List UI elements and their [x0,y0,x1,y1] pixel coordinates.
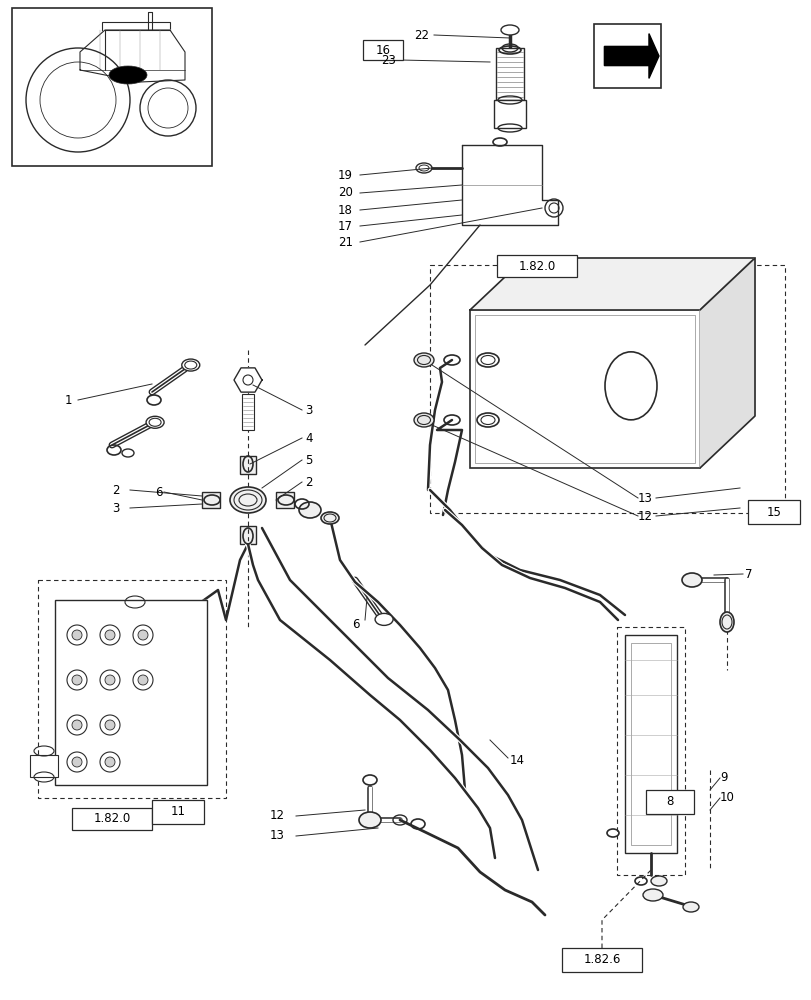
Bar [616,627,684,875]
Bar [561,948,642,972]
Text: 19: 19 [337,169,353,182]
Bar [12,8,212,166]
Bar [470,310,699,468]
Circle shape [105,720,115,730]
Text: 8: 8 [666,795,673,808]
Text: 16: 16 [375,44,390,57]
Text: 10: 10 [719,791,734,804]
Ellipse shape [146,416,164,428]
Polygon shape [470,258,754,310]
Bar [55,600,207,785]
Polygon shape [624,635,676,853]
Text: 17: 17 [337,220,353,232]
Bar [102,22,169,74]
Bar [242,394,254,430]
Polygon shape [234,368,262,392]
Circle shape [138,675,148,685]
Text: 7: 7 [744,568,752,580]
Bar [496,48,523,100]
Ellipse shape [358,812,380,828]
Text: 13: 13 [270,829,285,842]
Bar [363,40,402,60]
Text: 22: 22 [414,29,428,42]
Bar [594,24,660,88]
Bar [112,30,160,65]
Ellipse shape [414,413,433,427]
Text: 1.82.6: 1.82.6 [582,953,620,966]
Ellipse shape [500,25,518,35]
Text: 6: 6 [351,618,359,632]
Text: 9: 9 [719,771,727,784]
Bar [630,643,670,845]
Bar [202,492,220,508]
Circle shape [72,757,82,767]
Text: 1.82.0: 1.82.0 [517,259,555,272]
Bar [240,456,255,474]
Ellipse shape [298,502,320,518]
Bar [493,100,526,128]
Bar [72,808,152,830]
Bar [30,755,58,777]
Text: 15: 15 [766,506,780,518]
Ellipse shape [182,359,200,371]
Text: 6: 6 [155,486,162,498]
Text: 1: 1 [65,393,72,406]
Ellipse shape [650,876,666,886]
Text: 2: 2 [112,484,119,496]
Ellipse shape [682,902,698,912]
Circle shape [105,757,115,767]
Bar [474,315,694,463]
Polygon shape [80,30,185,82]
Text: 20: 20 [337,186,353,200]
Bar [152,800,204,824]
Polygon shape [470,310,699,468]
Text: 12: 12 [637,510,652,522]
Circle shape [105,630,115,640]
Text: 5: 5 [305,454,312,466]
Ellipse shape [681,573,702,587]
Circle shape [72,630,82,640]
Text: 3: 3 [305,403,312,416]
Text: 14: 14 [509,754,525,766]
Circle shape [72,720,82,730]
Bar [747,500,799,524]
Polygon shape [461,145,557,225]
Text: 13: 13 [637,491,652,504]
Circle shape [105,675,115,685]
Ellipse shape [230,487,266,513]
Ellipse shape [320,512,338,524]
Bar [646,790,693,814]
Ellipse shape [642,889,663,901]
Text: 1.82.0: 1.82.0 [93,812,131,825]
Ellipse shape [109,66,147,84]
Ellipse shape [414,353,433,367]
Text: 12: 12 [270,809,285,822]
Text: 11: 11 [170,805,185,818]
Bar [624,635,676,853]
Polygon shape [603,34,659,78]
Polygon shape [699,258,754,468]
Ellipse shape [719,612,733,632]
Polygon shape [55,600,207,785]
Bar [430,265,784,513]
Bar [240,526,255,544]
Text: 18: 18 [337,204,353,217]
Circle shape [72,675,82,685]
Ellipse shape [375,613,393,625]
Bar [276,492,294,508]
Bar [496,255,577,277]
Circle shape [138,630,148,640]
Text: 2: 2 [305,476,312,488]
Text: 4: 4 [305,432,312,444]
Text: 3: 3 [112,502,119,514]
Text: 21: 21 [337,235,353,248]
Bar [38,580,225,798]
Text: 23: 23 [380,54,396,67]
